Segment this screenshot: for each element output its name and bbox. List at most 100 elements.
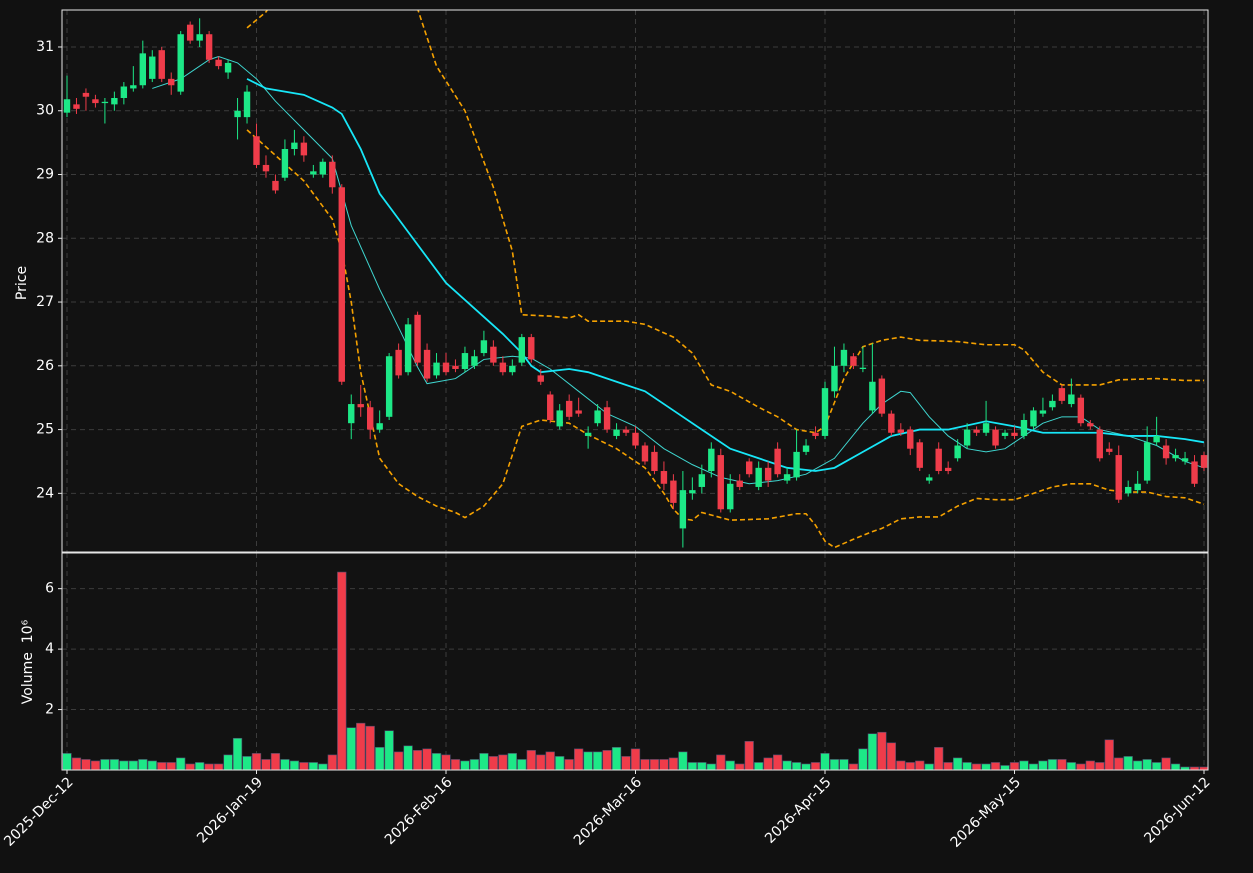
candle-body xyxy=(291,142,298,150)
volume-bar xyxy=(649,759,660,771)
candle-body xyxy=(802,445,810,452)
candle-body xyxy=(348,404,355,424)
candle-body xyxy=(168,78,175,86)
candle-body xyxy=(452,365,459,369)
candle-body xyxy=(461,353,469,369)
candle-body xyxy=(528,337,535,360)
volume-bar xyxy=(943,762,953,771)
volume-bar xyxy=(195,762,205,771)
candle-body xyxy=(234,110,241,118)
volume-bar xyxy=(953,757,963,771)
volume-bar xyxy=(829,759,840,771)
candle-body xyxy=(92,99,99,104)
volume-bar xyxy=(1038,760,1048,771)
candle-body xyxy=(367,407,374,430)
volume-bar xyxy=(1047,759,1058,771)
candle-body xyxy=(963,429,971,446)
candle-body xyxy=(783,474,791,481)
candle-body xyxy=(1020,420,1028,436)
candle-body xyxy=(471,356,478,366)
overlays xyxy=(152,10,1205,549)
y-tick-label: 31 xyxy=(36,39,54,55)
candle-body xyxy=(698,474,706,487)
candle-body xyxy=(1087,423,1094,427)
candle-body xyxy=(357,404,364,408)
volume-frame xyxy=(61,552,1209,771)
volume-axis-label: Volume 10⁶ xyxy=(20,619,36,704)
volume-bar xyxy=(744,740,754,771)
volume-bar xyxy=(213,763,224,771)
candle-body xyxy=(670,480,677,503)
volume-bar xyxy=(640,759,650,771)
volume-bar xyxy=(990,762,1001,771)
volume-bar xyxy=(791,762,802,771)
candle-body xyxy=(736,480,743,487)
volume-bar xyxy=(687,762,697,771)
volume-bar xyxy=(157,762,167,771)
volume-bar xyxy=(176,757,186,771)
volume-bar xyxy=(469,759,480,771)
candle-body xyxy=(944,467,952,472)
volume-bar xyxy=(119,760,129,771)
candle-body xyxy=(423,349,431,379)
y-tick-label: 27 xyxy=(36,294,54,310)
candle-body xyxy=(926,477,933,481)
volume-bar xyxy=(915,760,925,771)
volume-bar xyxy=(100,759,110,771)
volume-bar xyxy=(697,762,707,771)
volume-bar xyxy=(147,760,157,771)
candle-body xyxy=(1125,486,1132,494)
volume-bar xyxy=(1170,763,1181,771)
candle-body xyxy=(764,467,772,481)
candle-body xyxy=(376,423,383,430)
candle-body xyxy=(111,97,118,105)
volume-bar xyxy=(1057,759,1067,771)
volume-bar xyxy=(621,756,631,771)
volume-bar xyxy=(1161,757,1171,771)
candle-body xyxy=(243,91,251,118)
candle-body xyxy=(537,375,544,382)
grid xyxy=(62,10,1208,770)
y-tick-label: 29 xyxy=(36,167,54,183)
candle-body xyxy=(565,400,573,417)
candle-body xyxy=(186,24,194,41)
volume-bar xyxy=(583,751,593,771)
volume-bar xyxy=(479,753,489,771)
candle-body xyxy=(205,34,213,60)
volume-bar xyxy=(242,756,252,771)
volume-bar xyxy=(678,751,688,771)
candle-body xyxy=(651,451,658,472)
candle-body xyxy=(414,314,421,363)
volume-bar xyxy=(716,754,726,771)
volume-bar xyxy=(327,754,337,771)
y-tick-label: 30 xyxy=(36,103,54,119)
candle-body xyxy=(63,99,71,113)
candle-body xyxy=(850,356,857,366)
candle-body xyxy=(1191,461,1198,484)
candle-body xyxy=(603,407,611,430)
candle-body xyxy=(774,448,781,475)
candle-body xyxy=(262,164,270,172)
volume-bar xyxy=(185,763,195,771)
volume-bar xyxy=(450,759,461,771)
volume-bar xyxy=(138,759,148,771)
volume-bar xyxy=(346,727,356,771)
overlay-line xyxy=(246,129,1205,549)
volume-bar xyxy=(232,737,243,771)
volume-bar xyxy=(555,756,565,771)
candle-body xyxy=(1049,400,1056,408)
volume-bar xyxy=(109,759,120,771)
volume-bar xyxy=(536,754,546,771)
volume-bar xyxy=(668,757,679,771)
volume-bar xyxy=(1019,760,1029,771)
candle-body xyxy=(859,367,867,369)
volume-bar xyxy=(602,750,612,771)
candle-body xyxy=(253,136,260,165)
volume-bar xyxy=(820,753,830,771)
y-tick-label: 24 xyxy=(36,485,54,501)
candle-body xyxy=(897,429,904,433)
candle-body xyxy=(878,378,886,414)
candle-body xyxy=(821,388,829,436)
candle-body xyxy=(518,337,525,363)
